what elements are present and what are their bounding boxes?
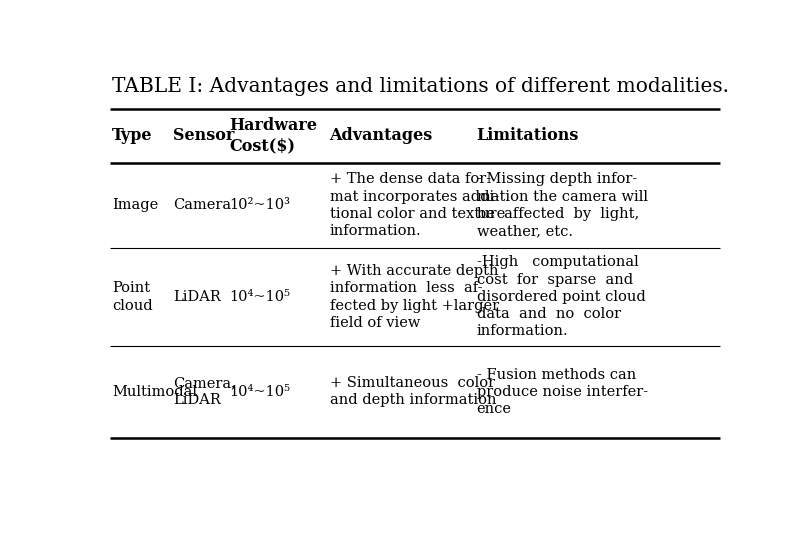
Text: + With accurate depth
information  less  af-
fected by light +larger
field of vi: + With accurate depth information less a… xyxy=(330,264,499,330)
Text: -High   computational
cost  for  sparse  and
disordered point cloud
data  and  n: -High computational cost for sparse and … xyxy=(477,255,646,339)
Text: 10⁴~10⁵: 10⁴~10⁵ xyxy=(229,290,291,304)
Text: Image: Image xyxy=(112,198,158,212)
Text: Sensor: Sensor xyxy=(173,127,234,144)
Text: Camera,
LiDAR: Camera, LiDAR xyxy=(173,376,236,407)
Text: Camera: Camera xyxy=(173,198,231,212)
Text: TABLE I: Advantages and limitations of different modalities.: TABLE I: Advantages and limitations of d… xyxy=(112,77,730,96)
Text: Limitations: Limitations xyxy=(477,127,579,144)
Text: Point
cloud: Point cloud xyxy=(112,281,153,312)
Text: LiDAR: LiDAR xyxy=(173,290,221,304)
Text: Multimodal: Multimodal xyxy=(112,385,197,399)
Text: 10²~10³: 10²~10³ xyxy=(229,198,290,212)
Text: + The dense data for-
mat incorporates addi-
tional color and texture
informatio: + The dense data for- mat incorporates a… xyxy=(330,172,505,238)
Text: Type: Type xyxy=(112,127,153,144)
Text: - Missing depth infor-
mation the camera will
be  affected  by  light,
weather, : - Missing depth infor- mation the camera… xyxy=(477,172,648,238)
Text: 10⁴~10⁵: 10⁴~10⁵ xyxy=(229,385,291,399)
Text: + Simultaneous  color
and depth information: + Simultaneous color and depth informati… xyxy=(330,376,496,407)
Text: Hardware
Cost($): Hardware Cost($) xyxy=(229,117,318,154)
Text: - Fusion methods can
produce noise interfer-
ence: - Fusion methods can produce noise inter… xyxy=(477,368,648,416)
Text: Advantages: Advantages xyxy=(330,127,433,144)
